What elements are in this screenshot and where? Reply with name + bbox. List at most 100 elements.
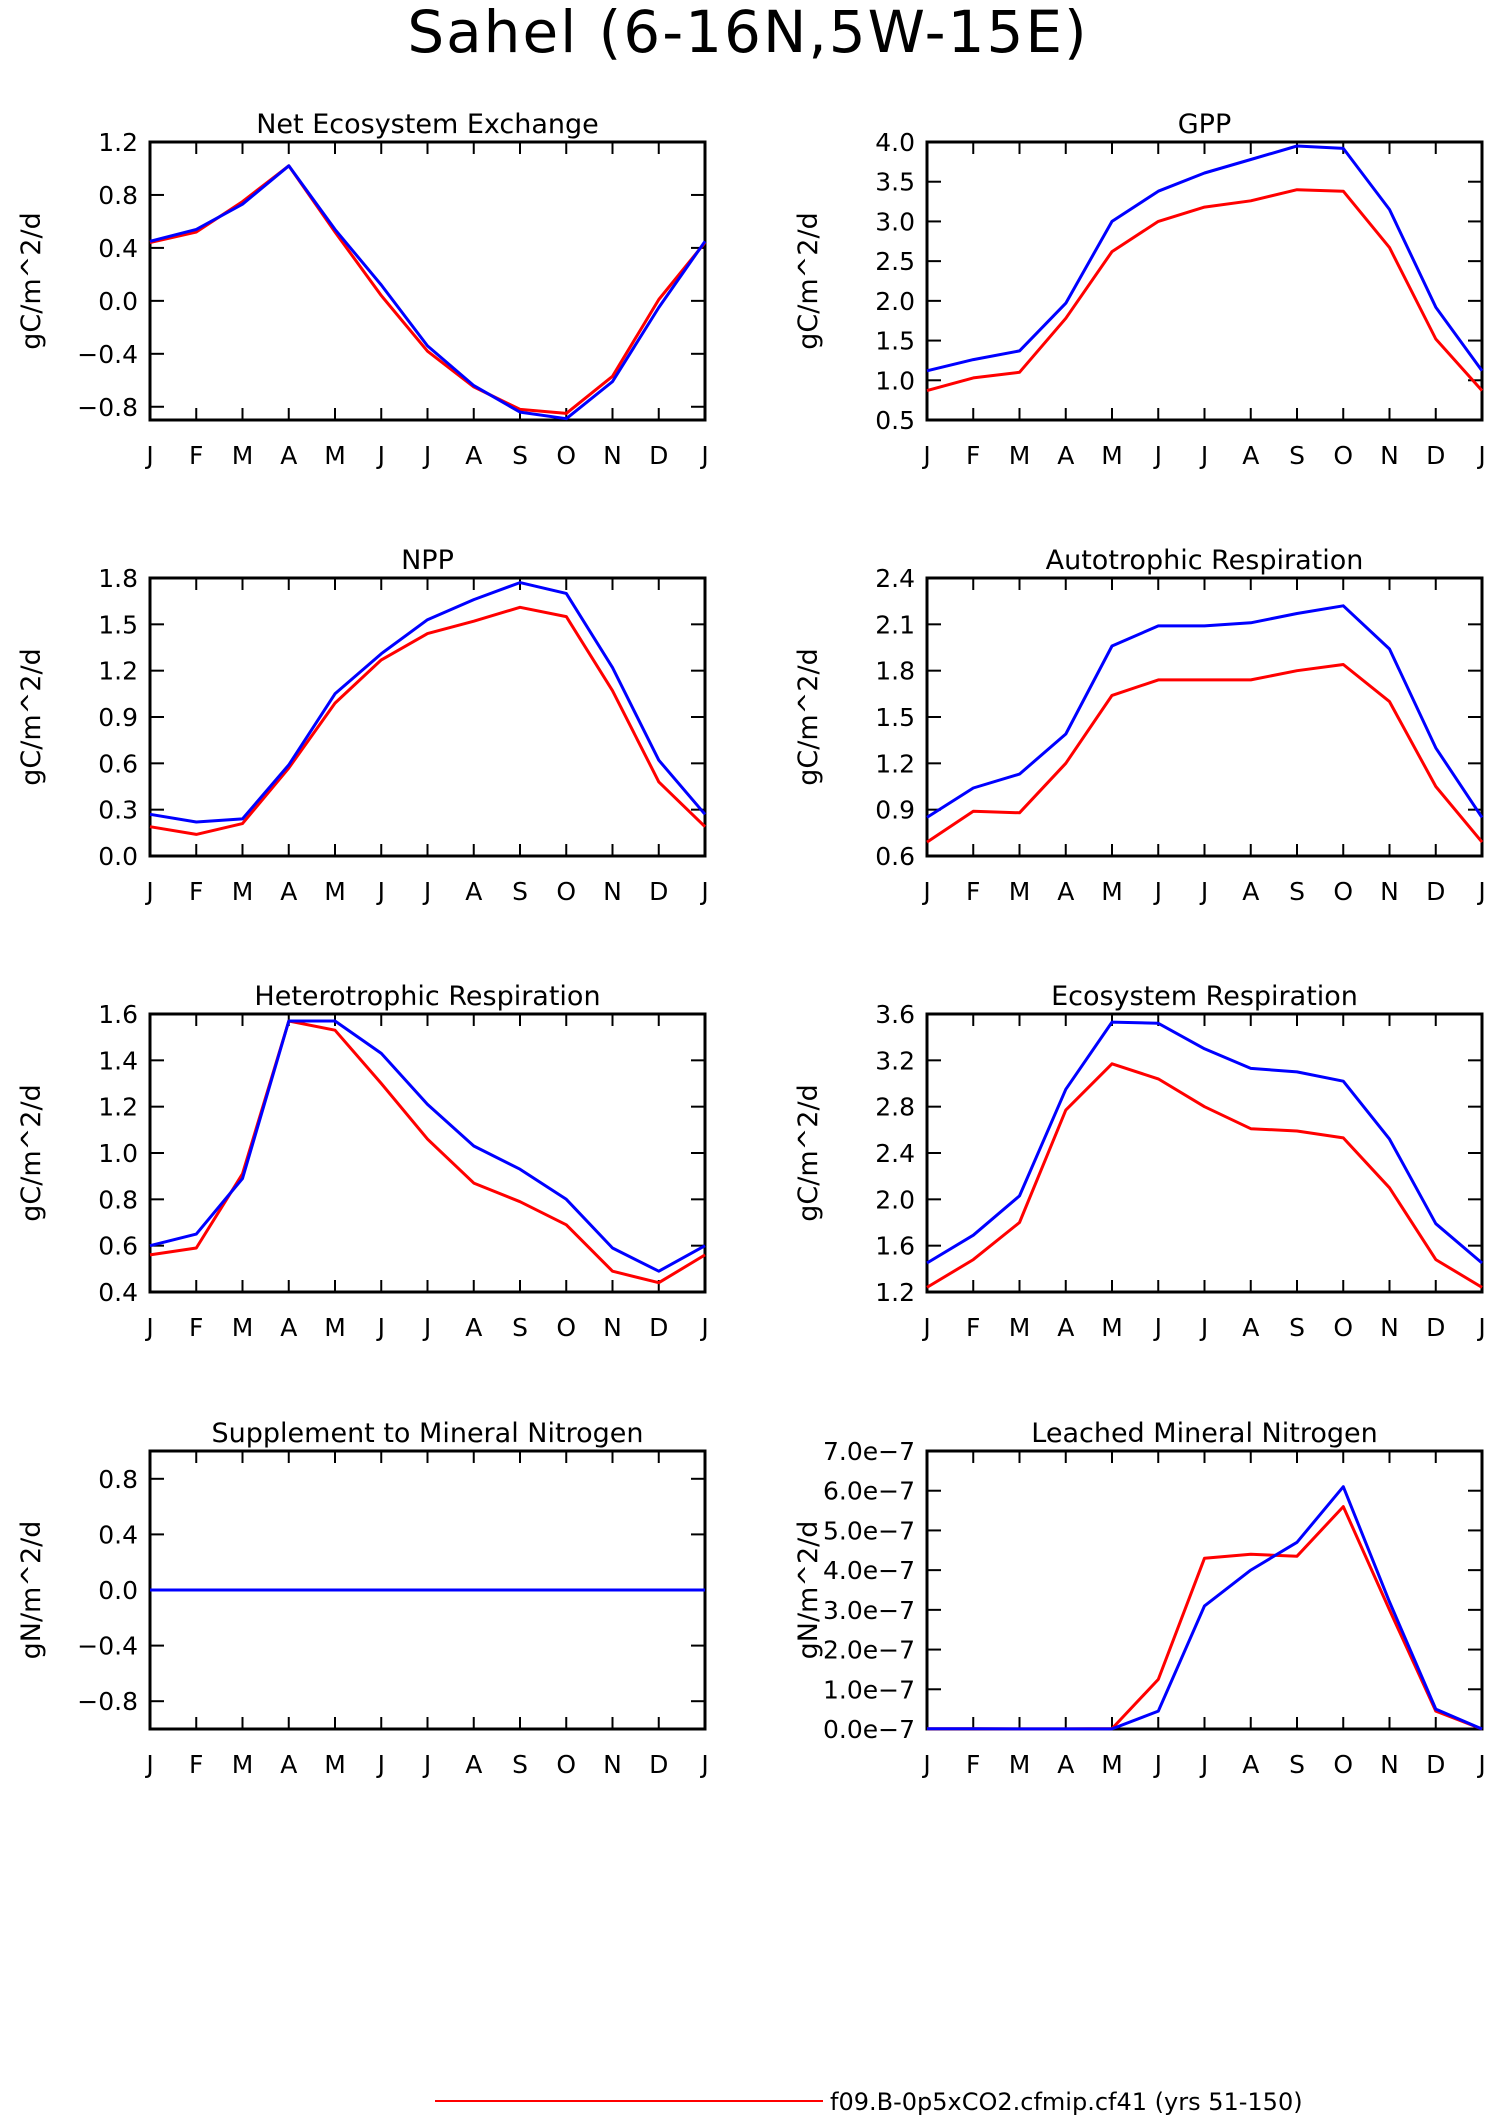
x-tick-label: J	[699, 877, 708, 906]
x-tick-label: M	[324, 1313, 346, 1342]
x-tick-label: M	[1009, 1313, 1031, 1342]
x-tick-label: O	[556, 877, 576, 906]
series-line-red	[926, 663, 1484, 844]
x-tick-label: S	[1289, 1313, 1305, 1342]
x-tick-label: A	[465, 1750, 482, 1779]
x-tick-label: J	[921, 877, 930, 906]
x-tick-label: J	[699, 1313, 708, 1342]
x-tick-label: J	[921, 441, 930, 470]
x-tick-label: A	[465, 877, 482, 906]
y-tick-label: 0.5	[875, 406, 915, 435]
series-line-red	[926, 188, 1484, 393]
x-tick-label: O	[556, 441, 576, 470]
series-line-blue	[926, 604, 1484, 819]
x-tick-label: A	[280, 441, 297, 470]
chart-title: Supplement to Mineral Nitrogen	[212, 1418, 644, 1449]
x-tick-label: J	[376, 1750, 385, 1779]
y-tick-label: 6.0e−7	[823, 1477, 915, 1506]
x-tick-label: A	[1057, 877, 1074, 906]
x-tick-label: D	[649, 877, 668, 906]
x-tick-label: J	[1476, 1313, 1485, 1342]
x-tick-label: F	[966, 877, 980, 906]
y-tick-label: 1.2	[875, 749, 915, 778]
legend-label: f09.B-0p5xCO2.cfmip.cf41 (yrs 51-150)	[830, 2088, 1303, 2116]
x-tick-label: A	[1057, 1313, 1074, 1342]
y-tick-label: 3.0e−7	[823, 1596, 915, 1625]
x-tick-label: S	[512, 1750, 528, 1779]
x-tick-label: D	[1426, 441, 1445, 470]
x-tick-label: M	[1009, 1750, 1031, 1779]
x-tick-label: O	[1333, 1313, 1353, 1342]
x-tick-label: D	[1426, 1313, 1445, 1342]
y-tick-label: 0.8	[98, 1185, 138, 1214]
x-tick-label: J	[1476, 877, 1485, 906]
x-tick-label: J	[422, 877, 431, 906]
x-tick-label: D	[649, 1750, 668, 1779]
x-tick-label: F	[189, 441, 203, 470]
y-tick-label: 0.6	[875, 842, 915, 871]
y-tick-label: 1.8	[98, 564, 138, 593]
x-tick-label: O	[1333, 1750, 1353, 1779]
x-tick-label: M	[232, 877, 254, 906]
y-tick-label: 2.4	[875, 564, 915, 593]
series-line-red	[927, 1505, 1483, 1731]
y-axis-label: gC/m^2/d	[793, 1084, 824, 1221]
y-tick-label: −0.8	[77, 1687, 138, 1716]
plot-frame	[925, 140, 1484, 422]
y-tick-label: 0.3	[98, 796, 138, 825]
y-axis-label: gC/m^2/d	[16, 1084, 47, 1221]
x-tick-label: J	[699, 441, 708, 470]
series-line-blue	[149, 164, 707, 421]
x-tick-label: S	[512, 877, 528, 906]
series-line-blue	[926, 1020, 1483, 1265]
series-line-blue	[149, 581, 707, 824]
x-tick-label: D	[1426, 877, 1445, 906]
series-line-blue	[926, 144, 1484, 373]
y-tick-label: −0.4	[77, 1632, 138, 1661]
y-tick-label: 0.0	[98, 842, 138, 871]
x-tick-label: J	[1199, 877, 1208, 906]
y-tick-label: 0.0e−7	[823, 1715, 915, 1744]
chart-title: NPP	[401, 545, 454, 576]
x-tick-label: M	[324, 441, 346, 470]
chart-title: Ecosystem Respiration	[1051, 981, 1358, 1012]
chart-title: Net Ecosystem Exchange	[256, 109, 599, 140]
y-tick-label: 1.2	[875, 1278, 915, 1307]
x-tick-label: S	[512, 441, 528, 470]
x-tick-label: M	[232, 1750, 254, 1779]
x-tick-label: A	[465, 1313, 482, 1342]
y-tick-label: 0.9	[98, 703, 138, 732]
y-tick-label: 0.6	[98, 749, 138, 778]
y-tick-label: 1.2	[98, 1093, 138, 1122]
x-tick-label: A	[1242, 441, 1259, 470]
x-tick-label: M	[324, 877, 346, 906]
y-tick-label: 2.0	[875, 1185, 915, 1214]
y-tick-label: 3.5	[875, 168, 915, 197]
y-tick-label: 1.0e−7	[823, 1675, 915, 1704]
x-tick-label: S	[1289, 441, 1305, 470]
y-tick-label: 1.6	[875, 1232, 915, 1261]
x-tick-label: S	[1289, 1750, 1305, 1779]
y-tick-label: 5.0e−7	[823, 1516, 915, 1545]
x-tick-label: M	[1009, 877, 1031, 906]
x-tick-label: M	[232, 441, 254, 470]
chart-panel: Supplement to Mineral Nitrogen gN/m^2/d J F…	[16, 1418, 709, 1779]
y-tick-label: 0.0	[98, 287, 138, 316]
y-tick-label: −0.8	[77, 393, 138, 422]
x-tick-label: M	[232, 1313, 254, 1342]
y-tick-label: 3.6	[875, 1000, 915, 1029]
y-tick-label: 1.4	[98, 1046, 138, 1075]
x-tick-label: O	[556, 1313, 576, 1342]
series-line-red	[149, 605, 707, 836]
x-tick-label: A	[1242, 1313, 1259, 1342]
x-tick-label: N	[1380, 1313, 1399, 1342]
chart-title: Heterotrophic Respiration	[254, 981, 600, 1012]
y-tick-label: 0.4	[98, 234, 138, 263]
chart-title: GPP	[1178, 109, 1232, 140]
y-tick-label: 1.0	[875, 366, 915, 395]
